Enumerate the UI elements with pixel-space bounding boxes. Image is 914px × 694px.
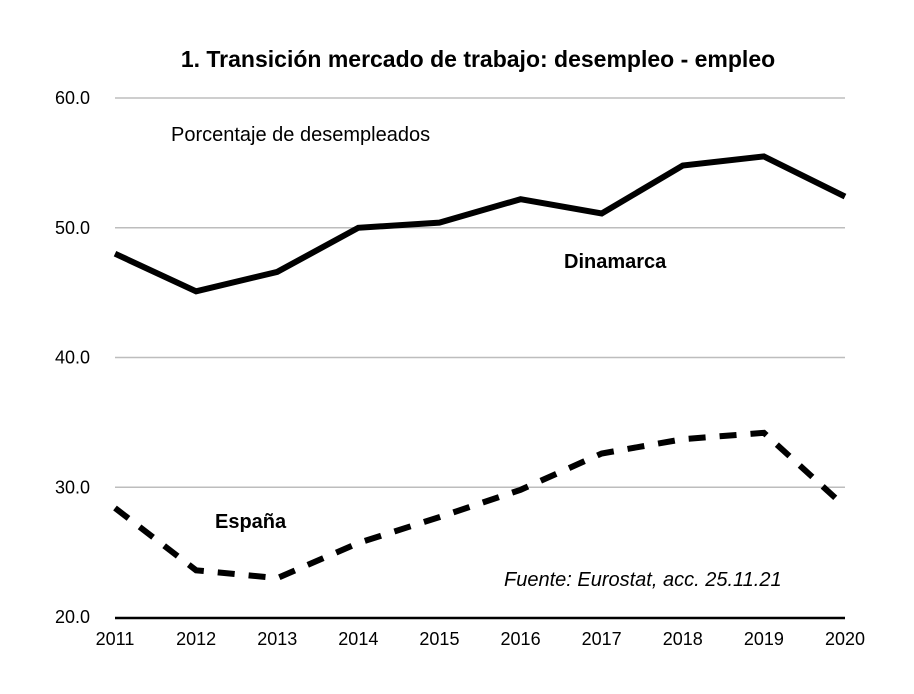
- y-tick-label: 60.0: [55, 88, 90, 108]
- x-tick-label: 2015: [419, 629, 459, 649]
- x-tick-label: 2020: [825, 629, 865, 649]
- gridlines: [115, 97, 845, 488]
- series-label-dinamarca: Dinamarca: [564, 251, 667, 273]
- x-tick-label: 2011: [96, 629, 135, 649]
- source-note: Fuente: Eurostat, acc. 25.11.21: [504, 569, 782, 591]
- x-axis-ticks: 2011 2012 2013 2014 2015 2016 2017 2018 2019 2020: [96, 629, 865, 649]
- x-tick-label: 2018: [663, 629, 703, 649]
- series-label-espana: España: [215, 511, 287, 533]
- x-tick-label: 2016: [501, 629, 541, 649]
- x-tick-label: 2013: [257, 629, 297, 649]
- y-tick-label: 40.0: [55, 348, 90, 368]
- series-line-dinamarca: [113, 153, 847, 295]
- y-tick-label: 50.0: [55, 218, 90, 238]
- chart-title: 1. Transición mercado de trabajo: desemp…: [181, 46, 775, 72]
- x-tick-label: 2017: [582, 629, 622, 649]
- x-tick-label: 2012: [176, 629, 216, 649]
- series-group: [113, 153, 848, 582]
- series-line-espana: [113, 429, 848, 582]
- y-tick-label: 20.0: [55, 607, 90, 627]
- y-tick-label: 30.0: [55, 477, 90, 497]
- y-axis-ticks: 20.0 30.0 40.0 50.0 60.0: [55, 88, 90, 627]
- x-tick-label: 2014: [338, 629, 378, 649]
- x-tick-label: 2019: [744, 629, 784, 649]
- chart-subtitle: Porcentaje de desempleados: [171, 124, 430, 146]
